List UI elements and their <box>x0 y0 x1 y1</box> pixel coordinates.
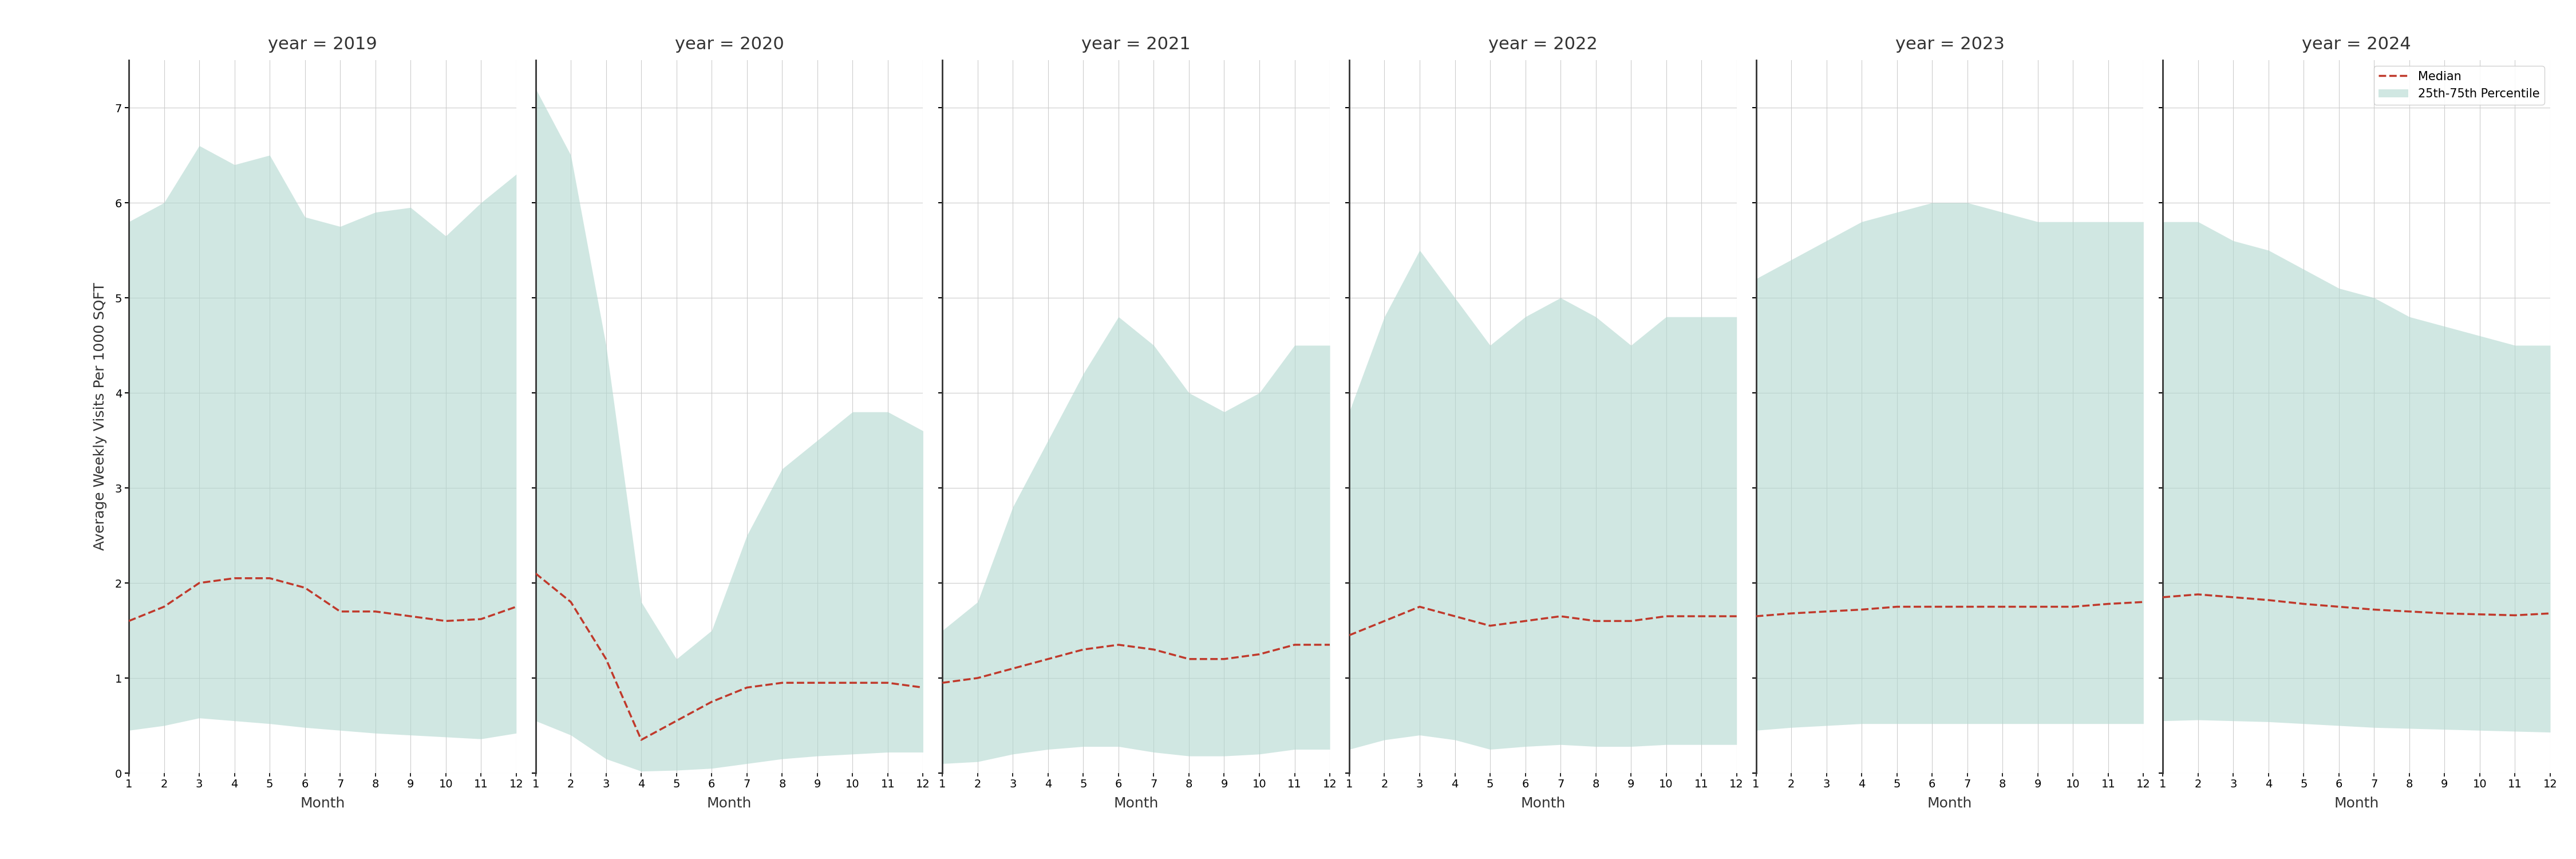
X-axis label: Month: Month <box>2334 796 2380 810</box>
Title: year = 2023: year = 2023 <box>1896 36 2004 52</box>
X-axis label: Month: Month <box>1520 796 1566 810</box>
Y-axis label: Average Weekly Visits Per 1000 SQFT: Average Weekly Visits Per 1000 SQFT <box>93 283 108 551</box>
Title: year = 2024: year = 2024 <box>2303 36 2411 52</box>
X-axis label: Month: Month <box>706 796 752 810</box>
Legend: Median, 25th-75th Percentile: Median, 25th-75th Percentile <box>2372 66 2545 105</box>
Title: year = 2022: year = 2022 <box>1489 36 1597 52</box>
X-axis label: Month: Month <box>1927 796 1973 810</box>
Title: year = 2021: year = 2021 <box>1082 36 1190 52</box>
X-axis label: Month: Month <box>299 796 345 810</box>
Title: year = 2019: year = 2019 <box>268 36 376 52</box>
X-axis label: Month: Month <box>1113 796 1159 810</box>
Title: year = 2020: year = 2020 <box>675 36 783 52</box>
